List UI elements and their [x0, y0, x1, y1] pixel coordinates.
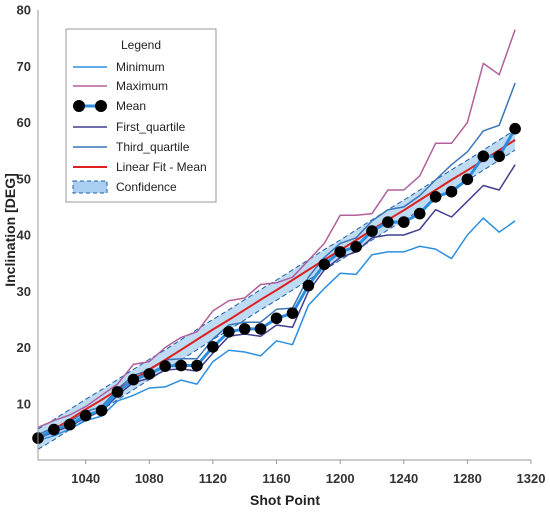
tick-labels-group: 1040 1080 1120 1160 1200 1240 1280 1320 10 20 30 40…	[17, 3, 546, 487]
mean-point	[127, 373, 140, 386]
x-tick-label: 1160	[262, 471, 290, 486]
mean-point	[493, 150, 506, 163]
mean-point	[302, 279, 315, 292]
y-tick-label: 10	[17, 396, 31, 411]
mean-point	[191, 359, 203, 372]
y-tick-label: 20	[17, 340, 31, 355]
legend-label-minimum: Minimum	[116, 60, 165, 74]
series-lines-group	[37, 29, 516, 442]
maximum-line	[37, 29, 516, 429]
legend-label-mean: Mean	[116, 99, 146, 113]
mean-point	[429, 191, 442, 203]
y-tick-label: 50	[17, 171, 31, 186]
mean-point	[79, 409, 92, 422]
legend-title: Legend	[121, 38, 161, 52]
mean-point	[159, 360, 171, 372]
confidence-lower-line	[37, 149, 516, 450]
mean-point	[286, 307, 299, 320]
confidence-upper-line	[37, 129, 516, 430]
mean-point	[509, 122, 521, 135]
mean-point	[111, 386, 124, 398]
y-tick-label: 40	[17, 228, 31, 243]
mean-markers-group	[32, 122, 521, 444]
legend-label-confidence: Confidence	[116, 180, 177, 194]
mean-point	[461, 173, 474, 186]
mean-point	[413, 207, 426, 220]
mean-point	[270, 312, 283, 325]
y-tick-label: 30	[17, 284, 31, 299]
mean-point	[175, 359, 187, 372]
x-tick-label: 1120	[199, 471, 227, 486]
mean-point	[366, 225, 378, 237]
axes-group	[37, 10, 531, 461]
mean-point	[477, 150, 490, 163]
legend: Legend Minimum Maximum Mean First_quarti…	[65, 28, 217, 203]
mean-point	[445, 185, 458, 198]
mean-point	[207, 341, 219, 353]
legend-label-maximum: Maximum	[116, 79, 168, 93]
legend-swatch-mean-dot-left	[73, 100, 85, 112]
y-tick-label: 80	[17, 3, 31, 18]
mean-point	[48, 423, 60, 436]
x-tick-label: 1040	[71, 471, 100, 486]
mean-point	[143, 368, 156, 380]
x-tick-label: 1240	[389, 471, 418, 486]
mean-point	[254, 323, 267, 335]
y-tick-label: 60	[17, 115, 31, 130]
minimum-line	[37, 217, 516, 442]
legend-box	[65, 28, 217, 203]
mean-point	[223, 326, 235, 338]
legend-label-third-quartile: Third_quartile	[116, 140, 190, 154]
legend-label-linear-fit: Linear Fit - Mean	[116, 160, 207, 174]
mean-point	[238, 323, 251, 335]
y-axis-title: Inclination [DEG]	[2, 173, 18, 287]
mean-point	[398, 216, 410, 228]
mean-point	[64, 418, 76, 431]
x-axis-title: Shot Point	[250, 492, 320, 508]
x-tick-label: 1200	[326, 471, 355, 486]
mean-point	[334, 246, 347, 258]
mean-point	[95, 404, 108, 417]
x-tick-label: 1280	[453, 471, 482, 486]
legend-swatch-mean-dot-right	[95, 100, 107, 112]
x-tick-label: 1080	[135, 471, 164, 486]
y-tick-label: 70	[17, 59, 31, 74]
mean-point	[318, 258, 331, 271]
legend-label-first-quartile: First_quartile	[116, 120, 186, 134]
legend-swatch-confidence	[72, 180, 108, 194]
mean-point	[350, 241, 362, 253]
x-tick-label: 1320	[517, 471, 546, 486]
mean-point	[382, 216, 394, 228]
